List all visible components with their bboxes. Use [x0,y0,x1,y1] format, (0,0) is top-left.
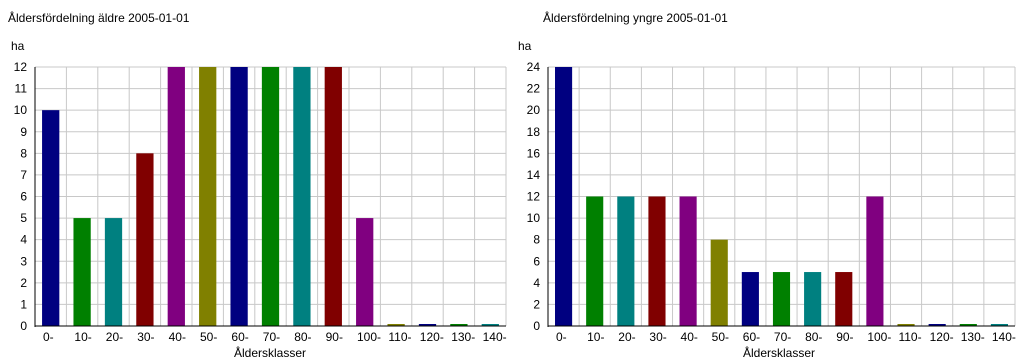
y-tick-label: 8 [533,233,540,247]
y-tick-label: 5 [20,211,27,225]
x-tick-label: 50- [712,330,729,344]
bar [959,324,977,326]
y-tick-label: 0 [533,319,540,333]
x-tick-label: 140- [992,330,1016,344]
y-tick-label: 3 [20,254,27,268]
bar [450,324,468,326]
y-tick-label: 0 [20,319,27,333]
chart-older: Åldersfördelning äldre 2005-01-01 ha Åld… [8,10,507,360]
bar [804,272,822,326]
y-tick-label: 12 [14,60,28,74]
x-tick-label: 30- [649,330,666,344]
y-tick-label: 1 [20,297,27,311]
x-axis-label: Åldersklasser [743,345,815,360]
chart-title: Åldersfördelning äldre 2005-01-01 [8,10,190,25]
x-tick-label: 10- [74,330,91,344]
x-tick-label: 120- [420,330,444,344]
bar [772,272,791,326]
x-tick-label: 0- [43,330,54,344]
chart-panel-older: Åldersfördelning äldre 2005-01-01 ha Åld… [0,0,509,360]
x-tick-label: 130- [961,330,985,344]
y-tick-label: 6 [20,190,27,204]
bar [741,272,759,326]
bar [261,67,280,326]
bar [648,196,666,326]
bar [42,110,60,327]
x-tick-label: 20- [106,330,123,344]
y-axis-label: ha [518,39,532,53]
y-tick-label: 11 [15,82,28,96]
x-tick-label: 70- [263,330,280,344]
x-axis-label: Åldersklasser [234,345,306,360]
x-tick-label: 60- [743,330,760,344]
bar [293,67,311,326]
x-tick-label: 90- [836,330,853,344]
chart-younger: Åldersfördelning yngre 2005-01-01 ha Åld… [518,10,1016,360]
x-tick-label: 120- [930,330,954,344]
y-tick-label: 4 [533,276,540,290]
y-tick-label: 2 [533,297,540,311]
y-tick-label: 8 [20,146,27,160]
y-tick-label: 22 [527,82,541,96]
bar [230,67,248,326]
x-tick-label: 80- [805,330,822,344]
x-tick-label: 70- [774,330,791,344]
y-tick-label: 10 [14,103,28,117]
bar [324,67,342,326]
chart-panel-younger: Åldersfördelning yngre 2005-01-01 ha Åld… [509,0,1018,360]
bar [199,67,217,326]
y-tick-label: 24 [527,60,541,74]
bar [481,324,499,326]
bar [679,196,697,326]
y-tick-label: 16 [527,146,541,160]
bar [73,218,91,326]
x-tick-label: 110- [388,330,411,344]
bar [835,272,853,326]
x-tick-label: 0- [556,330,567,344]
bar [866,196,884,326]
bar [418,324,437,326]
bar [136,153,154,326]
x-tick-label: 80- [294,330,311,344]
bar [555,67,573,326]
x-tick-label: 140- [483,330,507,344]
bar [928,324,946,326]
y-tick-label: 20 [527,103,541,117]
y-tick-label: 14 [527,168,541,182]
x-tick-label: 90- [326,330,343,344]
x-tick-label: 130- [451,330,475,344]
x-tick-label: 40- [681,330,698,344]
bar [167,67,185,326]
y-tick-label: 18 [527,125,541,139]
bar [897,324,915,326]
x-tick-label: 20- [618,330,635,344]
bar [617,196,635,326]
x-tick-label: 40- [169,330,186,344]
x-tick-label: 50- [200,330,217,344]
x-tick-label: 100- [867,330,891,344]
x-tick-label: 110- [898,330,921,344]
y-tick-label: 10 [527,211,541,225]
y-tick-label: 4 [20,233,27,247]
bar [586,196,604,326]
chart-title: Åldersfördelning yngre 2005-01-01 [543,10,728,25]
bar [387,324,405,326]
y-tick-label: 9 [20,125,27,139]
bar [710,239,728,326]
y-tick-label: 2 [20,276,27,290]
y-axis-label: ha [11,39,25,53]
y-tick-label: 6 [533,254,540,268]
x-tick-label: 60- [231,330,248,344]
x-tick-label: 10- [587,330,604,344]
bar [356,218,374,326]
y-tick-label: 7 [20,168,27,182]
bar [990,324,1008,326]
bar [104,218,123,326]
y-tick-label: 12 [527,190,541,204]
x-tick-label: 100- [357,330,381,344]
x-tick-label: 30- [137,330,154,344]
